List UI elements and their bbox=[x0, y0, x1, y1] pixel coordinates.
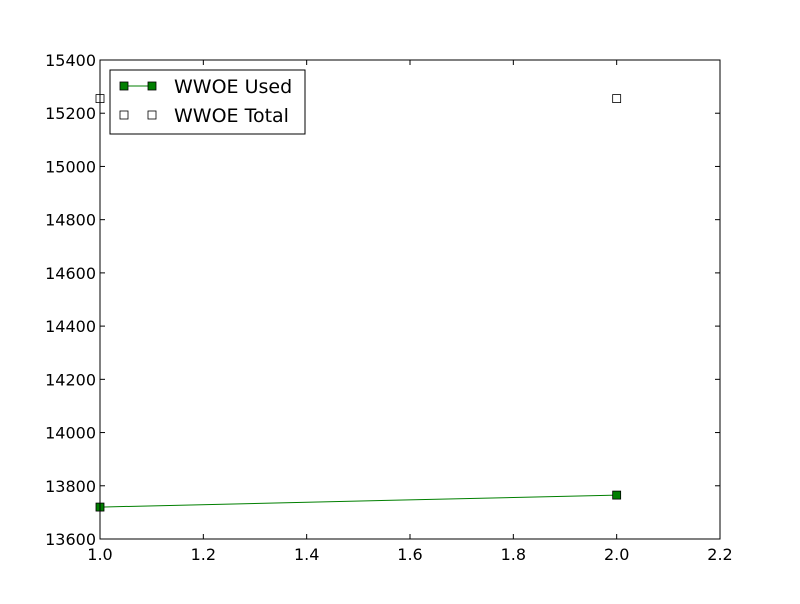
y-tick-label: 15200 bbox=[45, 104, 96, 123]
legend-marker bbox=[119, 110, 129, 120]
y-tick-label: 15400 bbox=[45, 51, 96, 70]
y-tick-label: 14800 bbox=[45, 211, 96, 230]
legend: WWOE Used WWOE Total bbox=[109, 69, 306, 135]
y-tick-label: 14200 bbox=[45, 370, 96, 389]
y-tick-label: 15000 bbox=[45, 157, 96, 176]
x-tick-label: 1.4 bbox=[294, 545, 319, 564]
legend-label: WWOE Used bbox=[174, 76, 292, 98]
plot-frame bbox=[99, 59, 721, 540]
x-tick-label: 1.2 bbox=[191, 545, 216, 564]
y-tick-label: 13800 bbox=[45, 477, 96, 496]
data-point bbox=[612, 94, 622, 103]
series-line bbox=[99, 494, 617, 508]
x-tick-label: 2.2 bbox=[707, 545, 732, 564]
legend-marker bbox=[147, 110, 157, 120]
y-tick-label: 14000 bbox=[45, 424, 96, 443]
legend-label: WWOE Total bbox=[174, 105, 289, 127]
legend-marker bbox=[119, 81, 129, 91]
x-tick-label: 1.6 bbox=[397, 545, 422, 564]
y-tick-label: 14400 bbox=[45, 317, 96, 336]
x-tick-label: 1.0 bbox=[87, 545, 112, 564]
legend-box bbox=[109, 69, 306, 135]
legend-entry: WWOE Used bbox=[119, 76, 292, 98]
legend-entry: WWOE Total bbox=[119, 105, 289, 127]
x-tick-label: 2.0 bbox=[604, 545, 629, 564]
legend-marker bbox=[147, 81, 157, 91]
y-tick-label: 13600 bbox=[45, 530, 96, 549]
x-tick-label: 1.8 bbox=[501, 545, 526, 564]
plot-area bbox=[100, 60, 720, 539]
y-tick-label: 14600 bbox=[45, 264, 96, 283]
axis-ticks: 1.0 1.2 1.4 1.6 1.8 2.0 2.2 13600 13800 14000 1420… bbox=[45, 51, 733, 564]
data-point bbox=[612, 490, 622, 500]
